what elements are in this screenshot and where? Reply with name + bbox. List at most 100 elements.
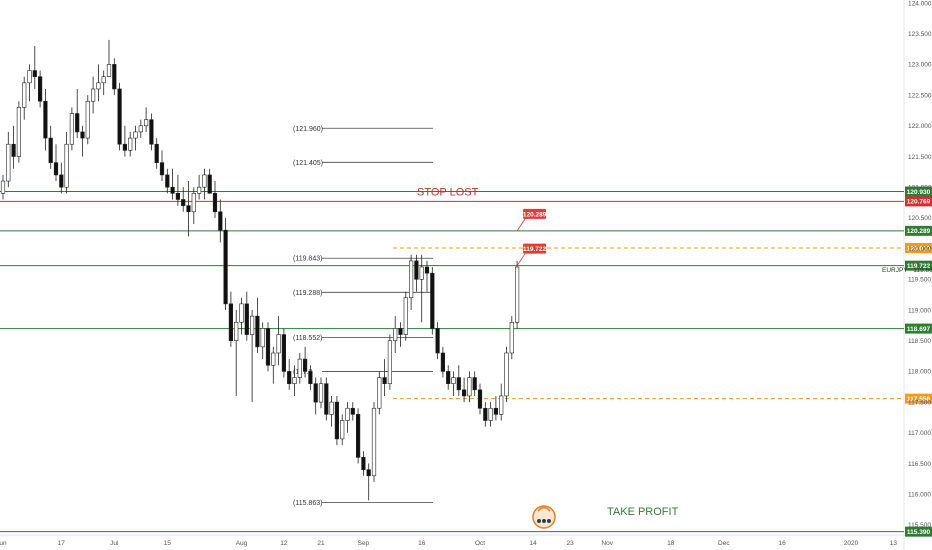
candle-body-43 bbox=[228, 303, 234, 341]
candle-body-1 bbox=[6, 143, 11, 182]
stop-lost-label: STOP LOST bbox=[417, 187, 479, 199]
price-callout-label-0: 120.289 bbox=[523, 211, 547, 218]
candle-body-28 bbox=[149, 119, 154, 145]
x-tick-12: Nov bbox=[601, 540, 613, 547]
x-tick-7: Sep bbox=[358, 540, 370, 547]
candle-body-57 bbox=[302, 358, 308, 372]
level-tag-label-5: 118.697 bbox=[907, 326, 931, 333]
candle-body-34 bbox=[181, 199, 186, 206]
candle-body-2 bbox=[11, 143, 16, 157]
candle-body-27 bbox=[144, 119, 149, 127]
y-tick-17: 115.500 bbox=[908, 522, 931, 529]
level-tag-0 bbox=[905, 186, 932, 197]
y-tick-2: 123.000 bbox=[908, 62, 932, 69]
level-tag-label-6: 117.556 bbox=[907, 396, 931, 403]
level-tag-label-2: 120.289 bbox=[907, 228, 931, 235]
x-tick-16: 2020 bbox=[844, 540, 859, 547]
candle-body-62 bbox=[329, 401, 334, 415]
take-profit-label: TAKE PROFIT bbox=[607, 506, 679, 518]
candle-body-75 bbox=[398, 328, 403, 335]
candle-body-52 bbox=[276, 334, 281, 354]
level-tag-6 bbox=[905, 393, 932, 404]
candle-body-41 bbox=[218, 211, 223, 231]
x-tick-8: 16 bbox=[418, 540, 426, 547]
candle-body-21 bbox=[112, 64, 117, 90]
y-tick-15: 116.500 bbox=[908, 461, 931, 468]
candle-body-49 bbox=[260, 328, 265, 348]
fib-label-1: (121.405) bbox=[293, 160, 323, 167]
x-tick-5: 12 bbox=[280, 540, 288, 547]
candle-body-88 bbox=[467, 377, 472, 397]
y-tick-7: 120.500 bbox=[908, 215, 932, 222]
candle-body-45 bbox=[239, 303, 244, 323]
fib-label-4: (118.552) bbox=[293, 335, 322, 342]
candle-body-63 bbox=[334, 401, 340, 440]
candle-body-89 bbox=[472, 377, 477, 391]
candle-body-72 bbox=[382, 377, 387, 384]
time-axis: un 17 Jul 15 Aug 12 21 Sep 16 Oct 14 23 Nov 18 Dec 16 20… bbox=[0, 540, 897, 547]
candle-body-84 bbox=[446, 371, 451, 384]
candle-body-4 bbox=[22, 82, 27, 108]
y-tick-10: 119.000 bbox=[908, 307, 931, 314]
level-tag-3 bbox=[905, 242, 932, 253]
candle-body-5 bbox=[27, 70, 32, 84]
y-tick-16: 116.000 bbox=[908, 492, 931, 499]
candle-body-48 bbox=[255, 315, 260, 348]
candle-body-78 bbox=[414, 260, 419, 280]
candle-body-6 bbox=[32, 70, 37, 77]
fib-label-5: (117.8 bbox=[293, 369, 312, 376]
candle-body-19 bbox=[101, 76, 106, 84]
fib-label-6: (115.863) bbox=[293, 500, 322, 507]
candle-body-77 bbox=[408, 260, 414, 299]
annotations: STOP LOST TAKE PROFIT bbox=[417, 187, 679, 518]
price-callout-label-1: 119.722 bbox=[523, 246, 547, 253]
x-tick-6: 21 bbox=[317, 540, 325, 547]
level-tag-label-7: 115.390 bbox=[907, 529, 931, 536]
candle-body-86 bbox=[456, 377, 461, 391]
fib-label-0: (121.960) bbox=[293, 126, 323, 133]
candle-body-93 bbox=[493, 407, 499, 415]
candle-body-26 bbox=[138, 125, 143, 133]
x-tick-9: Oct bbox=[475, 540, 485, 547]
candle-body-22 bbox=[117, 88, 122, 145]
candle-body-38 bbox=[202, 174, 207, 188]
candle-body-23 bbox=[122, 143, 127, 151]
candle-body-8 bbox=[43, 100, 48, 139]
candle-body-31 bbox=[165, 174, 170, 188]
y-tick-8: 120.000 bbox=[908, 246, 932, 253]
candle-body-24 bbox=[128, 137, 133, 151]
price-callout-box-1 bbox=[523, 243, 547, 254]
candle-body-65 bbox=[345, 407, 350, 421]
price-callouts: 120.289 119.722 bbox=[516, 208, 547, 266]
x-tick-11: 23 bbox=[566, 540, 574, 547]
candle-body-70 bbox=[371, 407, 377, 477]
candle-body-37 bbox=[197, 186, 202, 194]
logo-icon bbox=[532, 505, 556, 529]
candle-body-80 bbox=[424, 266, 430, 274]
candle-body-96 bbox=[509, 321, 514, 354]
candle-body-3 bbox=[16, 107, 22, 157]
candle-body-61 bbox=[324, 383, 329, 415]
candle-body-56 bbox=[297, 358, 302, 378]
candle-body-71 bbox=[377, 377, 382, 409]
candle-body-25 bbox=[133, 131, 138, 139]
x-tick-4: Aug bbox=[236, 540, 248, 547]
candle-body-64 bbox=[340, 420, 345, 440]
x-tick-13: 18 bbox=[667, 540, 675, 547]
fib-label-2: (119.843) bbox=[293, 256, 322, 263]
candle-body-47 bbox=[250, 315, 255, 335]
candle-body-59 bbox=[313, 383, 318, 403]
y-tick-4: 122.000 bbox=[908, 123, 932, 130]
y-tick-14: 117.000 bbox=[908, 430, 931, 437]
price-callout-box-0 bbox=[523, 208, 547, 219]
candle-body-58 bbox=[308, 371, 313, 384]
y-tick-6: 121.000 bbox=[908, 185, 932, 192]
candle-body-33 bbox=[175, 193, 181, 200]
x-tick-14: Dec bbox=[718, 540, 730, 547]
candle-body-97 bbox=[514, 266, 520, 323]
candle-body-66 bbox=[350, 407, 355, 415]
candle-body-79 bbox=[419, 266, 424, 280]
level-tag-7 bbox=[905, 526, 932, 537]
y-tick-3: 122.500 bbox=[908, 92, 932, 99]
